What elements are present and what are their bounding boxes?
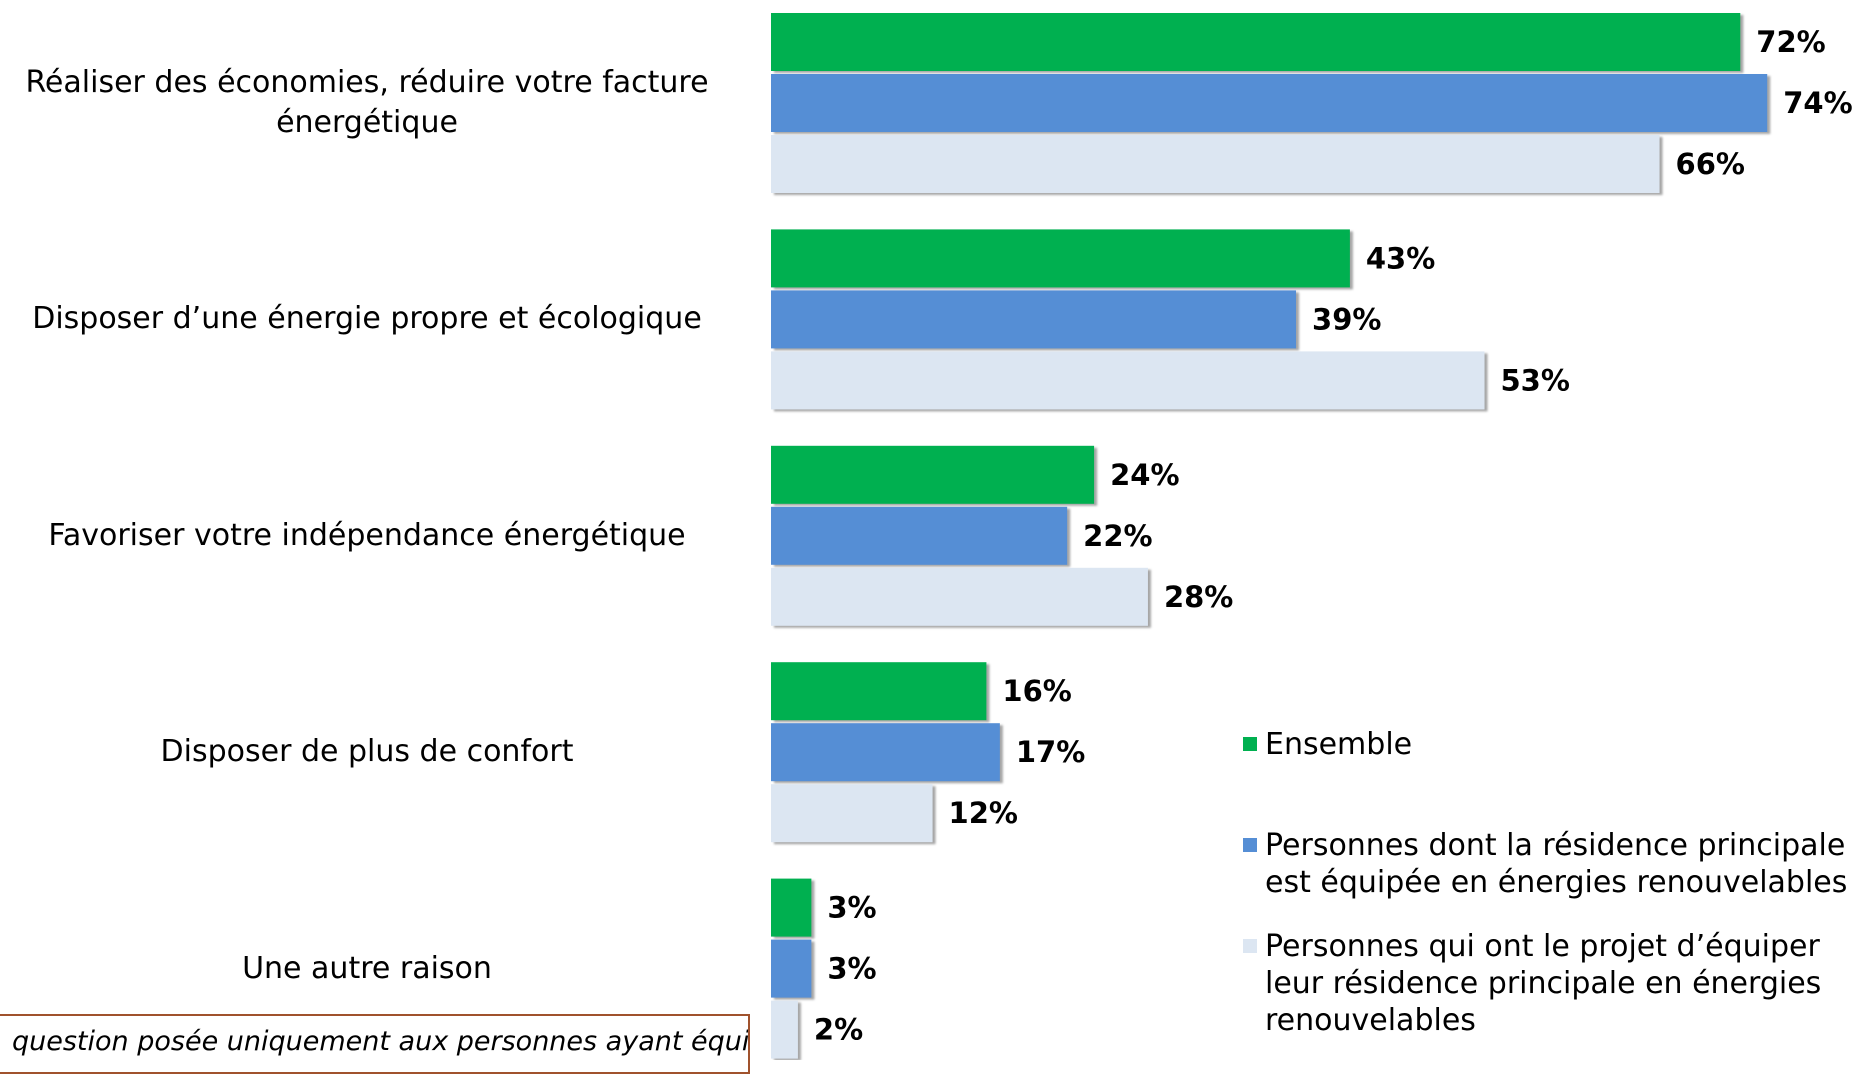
legend-label: Ensemble — [1265, 727, 1413, 762]
value-label: 3% — [827, 952, 876, 986]
bar — [771, 784, 933, 843]
value-label: 22% — [1083, 519, 1152, 553]
value-label: 12% — [949, 796, 1018, 830]
bar — [771, 662, 987, 721]
bar — [771, 290, 1297, 349]
category-label: Une autre raison — [242, 950, 492, 986]
category-label: Réaliser des économies, réduire votre fa… — [25, 65, 709, 140]
legend-item: Personnes dont la résidence principale e… — [1243, 827, 1863, 901]
bar — [771, 939, 812, 998]
bar — [771, 229, 1350, 288]
value-label: 43% — [1366, 241, 1435, 275]
value-label: 72% — [1756, 25, 1825, 59]
value-label: 2% — [814, 1013, 863, 1047]
legend-swatch — [1243, 737, 1257, 751]
value-label: 16% — [1002, 674, 1071, 708]
bar — [771, 445, 1095, 504]
value-label: 53% — [1501, 363, 1570, 397]
bar — [771, 878, 812, 937]
bar — [771, 1000, 798, 1059]
note: question posée uniquement aux personnes … — [0, 1014, 750, 1074]
value-label: 17% — [1016, 735, 1085, 769]
value-label: 74% — [1783, 86, 1852, 120]
legend-label: Personnes dont la résidence principale e… — [1265, 828, 1848, 900]
legend-item: Personnes qui ont le projet d’équiper le… — [1243, 928, 1863, 1039]
value-label: 39% — [1312, 302, 1381, 336]
bar — [771, 351, 1485, 410]
bar — [771, 506, 1068, 565]
legend-swatch — [1243, 939, 1257, 953]
bar — [771, 135, 1660, 193]
bar — [771, 74, 1768, 132]
bar — [771, 13, 1741, 71]
legend-swatch — [1243, 838, 1257, 852]
category-label: Disposer de plus de confort — [160, 734, 574, 770]
category-label: Favoriser votre indépendance énergétique — [48, 517, 686, 553]
value-label: 24% — [1110, 458, 1179, 492]
category-label: Disposer d’une énergie propre et écologi… — [32, 301, 702, 337]
bar — [771, 723, 1000, 782]
legend-label: Personnes qui ont le projet d’équiper le… — [1265, 929, 1822, 1038]
legend-item: Ensemble — [1243, 726, 1863, 763]
value-label: 66% — [1676, 147, 1745, 181]
value-label: 28% — [1164, 580, 1233, 614]
bar — [771, 567, 1148, 626]
value-label: 3% — [827, 891, 876, 925]
